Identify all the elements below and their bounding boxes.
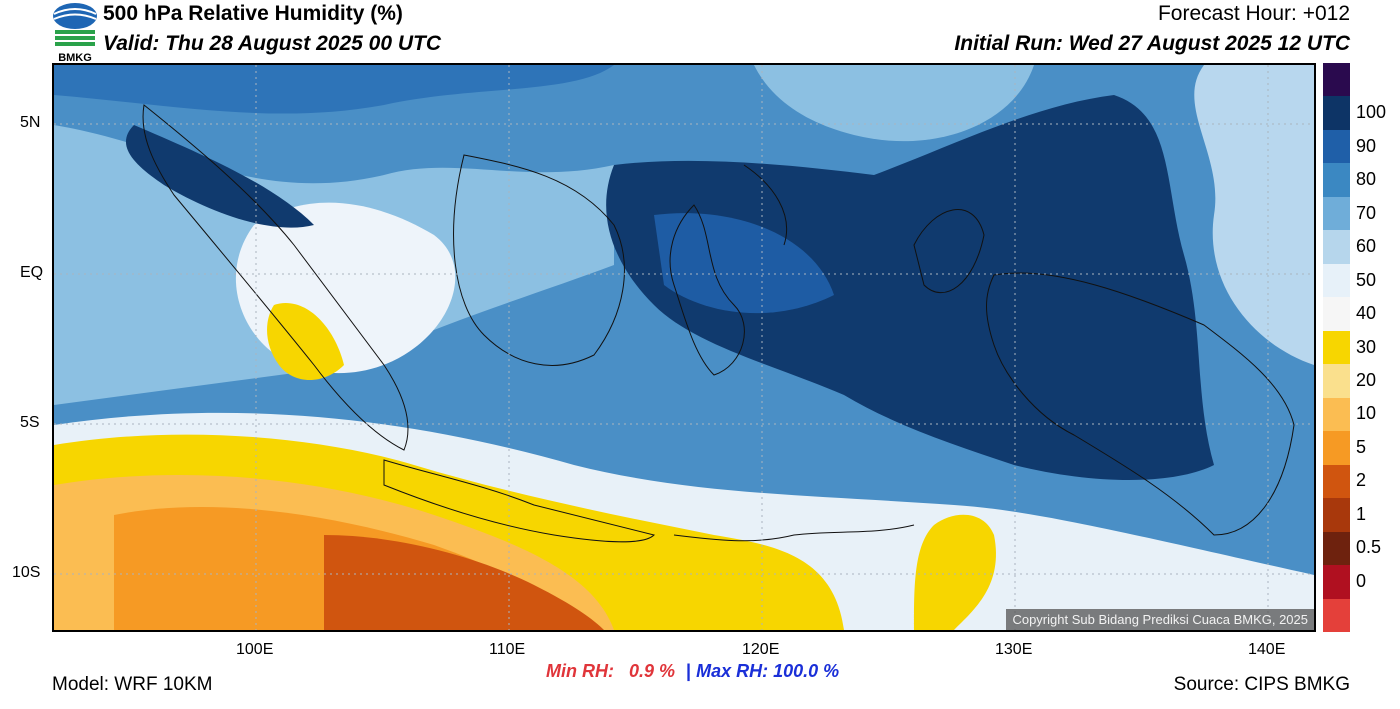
colorbar-label: 1 bbox=[1356, 503, 1367, 524]
map-title: 500 hPa Relative Humidity (%) bbox=[103, 2, 403, 25]
colorbar-segment bbox=[1323, 96, 1350, 130]
lat-tick-5s: 5S bbox=[20, 414, 40, 431]
colorbar-label: 5 bbox=[1356, 436, 1367, 457]
lat-tick-10s: 10S bbox=[12, 564, 41, 581]
humidity-map: Copyright Sub Bidang Prediksi Cuaca BMKG… bbox=[52, 63, 1316, 632]
colorbar-segment bbox=[1323, 565, 1350, 599]
colorbar-segment bbox=[1323, 531, 1350, 566]
colorbar-segment bbox=[1323, 364, 1350, 398]
colorbar-segment bbox=[1323, 464, 1350, 499]
copyright-notice: Copyright Sub Bidang Prediksi Cuaca BMKG… bbox=[1006, 609, 1314, 630]
colorbar-label: 100 bbox=[1356, 102, 1387, 123]
humidity-field bbox=[54, 65, 1314, 630]
colorbar-segment bbox=[1323, 297, 1350, 331]
colorbar-segment bbox=[1323, 397, 1350, 432]
colorbar-segment bbox=[1323, 263, 1350, 298]
initial-run: Initial Run: Wed 27 August 2025 12 UTC bbox=[954, 32, 1350, 55]
rh-separator: | bbox=[686, 661, 692, 681]
source-label: Source: CIPS BMKG bbox=[1173, 674, 1350, 695]
colorbar bbox=[1323, 63, 1350, 632]
min-rh-value: 0.9 % bbox=[629, 661, 676, 681]
colorbar-segment bbox=[1323, 63, 1350, 97]
colorbar-label: 80 bbox=[1356, 169, 1377, 190]
lon-tick-100e: 100E bbox=[236, 641, 274, 658]
colorbar-label: 90 bbox=[1356, 135, 1377, 156]
bmkg-logo: BMKG bbox=[52, 2, 98, 64]
colorbar-label: 60 bbox=[1356, 236, 1377, 257]
valid-time: Valid: Thu 28 August 2025 00 UTC bbox=[103, 32, 442, 55]
lon-tick-120e: 120E bbox=[742, 641, 780, 658]
colorbar-label: 0.5 bbox=[1356, 537, 1382, 558]
colorbar-segment bbox=[1323, 498, 1350, 532]
colorbar-segment bbox=[1323, 330, 1350, 365]
colorbar-segment bbox=[1323, 230, 1350, 264]
colorbar-label: 0 bbox=[1356, 570, 1367, 591]
colorbar-label: 70 bbox=[1356, 202, 1377, 223]
lat-tick-5n: 5N bbox=[20, 114, 41, 131]
max-rh-label: Max RH: bbox=[696, 661, 769, 681]
lon-tick-110e: 110E bbox=[489, 641, 526, 658]
colorbar-segment bbox=[1323, 431, 1350, 465]
colorbar-segment bbox=[1323, 163, 1350, 197]
colorbar-segment bbox=[1323, 129, 1350, 164]
colorbar-segment bbox=[1323, 598, 1350, 632]
forecast-hour: Forecast Hour: +012 bbox=[1157, 2, 1350, 25]
lat-tick-eq: EQ bbox=[20, 264, 44, 281]
model-label: Model: WRF 10KM bbox=[52, 674, 213, 695]
colorbar-label: 30 bbox=[1356, 336, 1377, 357]
colorbar-segment bbox=[1323, 196, 1350, 231]
lon-tick-130e: 130E bbox=[995, 641, 1033, 658]
min-max-rh: Min RH: 0.9 % | Max RH: 100.0 % bbox=[546, 661, 839, 682]
min-rh-label: Min RH: bbox=[546, 661, 614, 681]
colorbar-label: 10 bbox=[1356, 403, 1377, 424]
lon-tick-140e: 140E bbox=[1248, 641, 1286, 658]
colorbar-label: 50 bbox=[1356, 269, 1377, 290]
colorbar-label: 2 bbox=[1356, 470, 1367, 491]
max-rh-value: 100.0 % bbox=[773, 661, 840, 681]
bmkg-emblem-icon bbox=[53, 3, 97, 46]
colorbar-label: 40 bbox=[1356, 303, 1377, 324]
colorbar-label: 20 bbox=[1356, 369, 1377, 390]
logo-text: BMKG bbox=[58, 52, 92, 64]
